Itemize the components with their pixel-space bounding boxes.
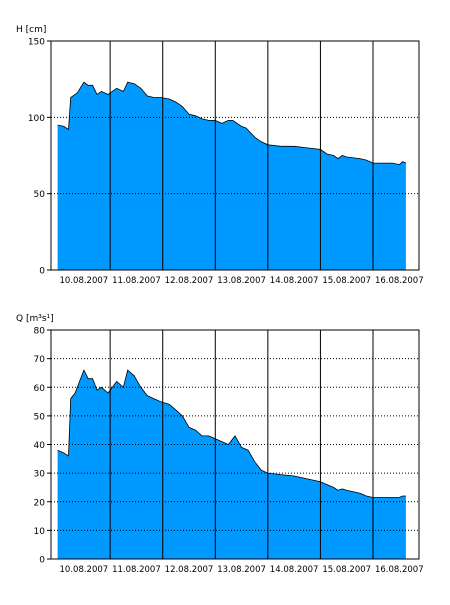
panel-1-ytick-label: 150 — [28, 38, 45, 48]
panel-1-ylabel: H [cm] — [16, 25, 46, 35]
panel-1-xtick-label: 12.08.2007 — [165, 276, 214, 286]
panel-2-xtick-label: 11.08.2007 — [112, 565, 161, 575]
panel-2-ytick-label: 20 — [34, 498, 46, 508]
panel-1-plot-frame — [50, 40, 420, 271]
panel-2-ylabel: Q [m³s¹] — [16, 314, 54, 324]
panel-1-xtick-label: 14.08.2007 — [270, 276, 319, 286]
panel-2-ytick-label: 60 — [34, 384, 46, 394]
panel-1-area — [57, 82, 406, 270]
panel-2-ytick-label: 40 — [34, 441, 46, 451]
panel-2-xtick-label: 10.08.2007 — [60, 565, 109, 575]
panel-1-xtick-label: 15.08.2007 — [322, 276, 371, 286]
panel-1-xtick-label: 11.08.2007 — [112, 276, 161, 286]
panel-2-ytick-label: 50 — [34, 412, 46, 422]
panel-2-xtick-label: 13.08.2007 — [217, 565, 266, 575]
panel-2-ytick-label: 30 — [34, 470, 46, 480]
panel-1-xtick-label: 10.08.2007 — [60, 276, 109, 286]
panel-2-xtick-label: 12.08.2007 — [165, 565, 214, 575]
panel-2-area — [57, 370, 406, 559]
panel-2-ytick-label: 10 — [34, 527, 46, 537]
panel-2-ytick-label: 80 — [34, 327, 46, 337]
panel-2-series-line — [57, 369, 406, 498]
panel-1-series-line — [57, 81, 407, 166]
panel-1-xtick-label: 16.08.2007 — [375, 276, 424, 286]
panel-2-xtick-label: 15.08.2007 — [322, 565, 371, 575]
panel-1-ytick-label: 50 — [34, 190, 46, 200]
panel-2-ytick-label: 70 — [34, 355, 46, 365]
panel-2-xtick-label: 16.08.2007 — [375, 565, 424, 575]
panel-1-ytick-label: 100 — [28, 114, 45, 124]
panel-2-plot-frame — [50, 329, 420, 560]
panel-2-xtick-label: 14.08.2007 — [270, 565, 319, 575]
panel-1-ytick-label: 0 — [39, 267, 45, 277]
panel-2-ytick-label: 0 — [39, 556, 45, 566]
panel-1-xtick-label: 13.08.2007 — [217, 276, 266, 286]
